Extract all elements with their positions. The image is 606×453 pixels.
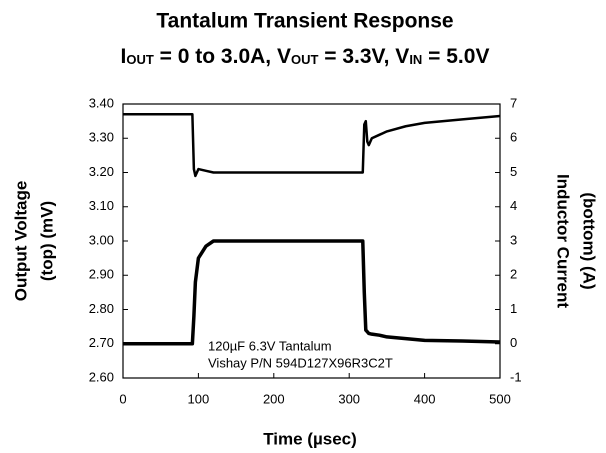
- y-tick-label: 3.40: [89, 95, 114, 110]
- x-tick-label: 500: [489, 391, 511, 406]
- x-tick-label: 0: [119, 391, 126, 406]
- y2-axis-label-line: Inductor Current: [554, 174, 573, 308]
- series-line: [123, 239, 501, 346]
- y2-tick-label: 0: [510, 335, 517, 350]
- y2-tick-label: 7: [510, 95, 517, 110]
- y-tick-label: 3.20: [89, 164, 114, 179]
- y2-tick-label: 1: [510, 301, 517, 316]
- subtitle-part: OUT: [291, 52, 319, 67]
- x-tick-label: 300: [338, 391, 360, 406]
- y-tick-label: 2.70: [89, 335, 114, 350]
- subtitle-part: I: [121, 45, 127, 68]
- annotation: 120µF 6.3V Tantalum: [208, 338, 332, 353]
- y2-tick-label: -1: [510, 369, 522, 384]
- y2-tick-label: 2: [510, 267, 517, 282]
- y-axis-label-line: (top) (mV): [37, 201, 56, 281]
- subtitle-part: = 0 to 3.0A, V: [154, 45, 291, 68]
- x-tick-label: 400: [414, 391, 436, 406]
- subtitle-part: = 3.3V, V: [318, 45, 409, 68]
- y-tick-label: 2.60: [89, 369, 114, 384]
- y-axis-label: Output Voltage (top) (mV): [11, 181, 56, 302]
- annotation-box: [204, 337, 380, 373]
- chart-title: Tantalum Transient Response: [156, 10, 453, 33]
- y-tick-label: 3.30: [89, 130, 114, 145]
- y2-tick-label: 4: [510, 198, 517, 213]
- y-tick-label: 3.10: [89, 198, 114, 213]
- subtitle-part: IN: [409, 52, 422, 67]
- x-tick-label: 200: [263, 391, 285, 406]
- annotation: Vishay P/N 594D127X96R3C2T: [208, 355, 393, 370]
- y2-tick-label: 6: [510, 130, 517, 145]
- y2-tick-label: 3: [510, 232, 517, 247]
- y-tick-label: 2.90: [89, 267, 114, 282]
- subtitle-part: OUT: [126, 52, 154, 67]
- y-tick-label: 2.80: [89, 301, 114, 316]
- x-axis-label: Time (µsec): [263, 429, 357, 448]
- y2-axis-label-line: (bottom) (A): [580, 192, 599, 289]
- x-tick-label: 100: [188, 391, 210, 406]
- series-line: [123, 113, 501, 178]
- y-tick-label: 3.00: [89, 232, 114, 247]
- y2-tick-label: 5: [510, 164, 517, 179]
- subtitle-part: = 5.0V: [422, 45, 489, 68]
- plot-frame: [122, 103, 501, 379]
- y-axis-label-line: Output Voltage: [11, 181, 30, 302]
- y2-axis-label: Inductor Current (bottom) (A): [554, 174, 599, 308]
- chart-subtitle: IOUT = 0 to 3.0A, VOUT = 3.3V, VIN = 5.0…: [121, 45, 490, 68]
